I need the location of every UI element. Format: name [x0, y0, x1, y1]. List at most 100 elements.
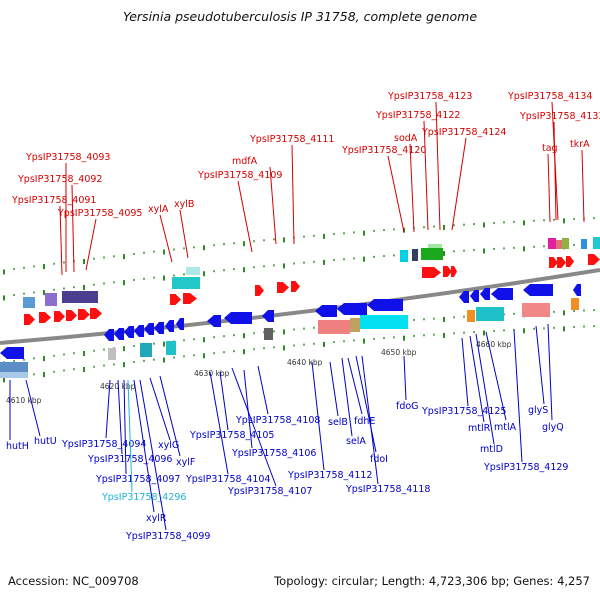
gene-block-forward[interactable]: [556, 240, 562, 249]
gene-label-reverse[interactable]: xylR: [146, 513, 167, 524]
gene-label-reverse[interactable]: fdoG: [396, 401, 419, 412]
gene-label-forward[interactable]: mdfA: [232, 156, 258, 167]
gene-label-forward[interactable]: sodA: [394, 133, 418, 144]
gene-label-forward[interactable]: YpsIP31758_4109: [197, 170, 282, 181]
gene-label-forward[interactable]: YpsIP31758_4093: [25, 152, 110, 163]
gene-block-forward[interactable]: [421, 248, 443, 260]
gene-label-forward[interactable]: tag: [542, 143, 558, 154]
gene-arrow-forward[interactable]: [277, 282, 289, 293]
gene-label-forward[interactable]: YpsIP31758_4095: [57, 208, 142, 219]
gene-arrow-reverse[interactable]: [0, 347, 24, 359]
gene-label-reverse[interactable]: glyQ: [542, 422, 564, 433]
gene-label-reverse[interactable]: YpsIP31758_4094: [61, 439, 146, 450]
gene-label-reverse[interactable]: selA: [346, 436, 366, 447]
gene-arrow-reverse[interactable]: [176, 318, 184, 330]
gene-label-forward[interactable]: YpsIP31758_4111: [249, 134, 334, 145]
gene-label-reverse[interactable]: YpsIP31758_4125: [421, 406, 506, 417]
gene-arrow-reverse[interactable]: [470, 290, 479, 302]
gene-label-reverse[interactable]: xylG: [158, 440, 179, 451]
gene-block-reverse[interactable]: [522, 303, 550, 317]
gene-block-reverse[interactable]: [0, 372, 28, 378]
gene-label-forward[interactable]: YpsIP31758_4120: [341, 145, 426, 156]
gene-block-reverse[interactable]: [318, 320, 350, 334]
gene-block-reverse[interactable]: [350, 318, 360, 332]
gene-block-forward[interactable]: [62, 291, 98, 303]
gene-label-reverse[interactable]: YpsIP31758_4099: [125, 531, 210, 542]
gene-block-forward[interactable]: [23, 297, 35, 308]
gene-label-reverse[interactable]: YpsIP31758_4112: [287, 470, 372, 481]
gene-arrow-forward[interactable]: [54, 311, 65, 322]
gene-arrow-reverse[interactable]: [124, 326, 134, 338]
gene-block-forward[interactable]: [562, 238, 569, 249]
gene-block-forward[interactable]: [400, 250, 408, 262]
gene-label-reverse[interactable]: hutU: [34, 436, 57, 447]
gene-label-reverse[interactable]: fdoI: [370, 454, 388, 465]
gene-block-reverse[interactable]: [140, 343, 152, 357]
gene-arrow-reverse[interactable]: [262, 310, 274, 322]
gene-block-forward[interactable]: [593, 237, 600, 249]
gene-label-reverse[interactable]: hutH: [6, 441, 29, 452]
gene-block-forward[interactable]: [548, 238, 556, 249]
gene-label-forward[interactable]: YpsIP31758_4133: [519, 111, 600, 122]
gene-arrow-forward[interactable]: [422, 267, 441, 278]
gene-label-reverse[interactable]: xylF: [176, 457, 195, 468]
gene-label-forward[interactable]: xylB: [174, 199, 194, 210]
gene-arrow-forward[interactable]: [549, 257, 558, 268]
gene-arrow-reverse[interactable]: [134, 325, 144, 337]
gene-block-forward[interactable]: [581, 239, 587, 249]
gene-label-reverse[interactable]: mtlR: [468, 423, 491, 434]
gene-arrow-forward[interactable]: [291, 281, 300, 292]
gene-block-forward[interactable]: [186, 267, 200, 275]
gene-arrow-forward[interactable]: [90, 308, 102, 319]
gene-arrow-reverse[interactable]: [459, 291, 469, 303]
gene-arrow-forward[interactable]: [39, 312, 51, 323]
gene-label-reverse[interactable]: YpsIP31758_4104: [185, 474, 270, 485]
gene-block-reverse[interactable]: [360, 315, 408, 329]
gene-arrow-forward[interactable]: [451, 266, 457, 277]
gene-label-reverse[interactable]: selB: [328, 417, 348, 428]
gene-block-reverse[interactable]: [264, 328, 273, 340]
gene-arrow-forward[interactable]: [170, 294, 181, 305]
gene-arrow-reverse[interactable]: [367, 299, 403, 311]
gene-arrow-reverse[interactable]: [315, 305, 337, 317]
gene-arrow-reverse[interactable]: [224, 312, 252, 324]
gene-arrow-forward[interactable]: [255, 285, 264, 296]
gene-label-reverse[interactable]: YpsIP31758_4107: [227, 486, 312, 497]
gene-label-reverse[interactable]: mtlA: [494, 422, 517, 433]
gene-block-reverse[interactable]: [108, 348, 116, 360]
gene-arrow-forward[interactable]: [566, 256, 574, 267]
gene-block-forward[interactable]: [45, 293, 57, 306]
gene-arrow-reverse[interactable]: [154, 322, 164, 334]
gene-label-reverse[interactable]: YpsIP31758_4108: [235, 415, 320, 426]
gene-label-reverse[interactable]: fdhE: [354, 416, 375, 427]
gene-arrow-forward[interactable]: [557, 257, 566, 268]
gene-label-reverse[interactable]: YpsIP31758_4129: [483, 462, 568, 473]
gene-arrow-reverse[interactable]: [573, 284, 581, 296]
gene-label-reverse[interactable]: YpsIP31758_4096: [87, 454, 172, 465]
gene-label-forward[interactable]: YpsIP31758_4134: [507, 91, 592, 102]
gene-arrow-reverse[interactable]: [207, 315, 221, 327]
gene-arrow-reverse[interactable]: [523, 284, 553, 296]
gene-arrow-reverse[interactable]: [104, 329, 114, 341]
gene-arrow-forward[interactable]: [443, 266, 452, 277]
gene-block-forward[interactable]: [428, 244, 442, 248]
gene-arrow-reverse[interactable]: [144, 323, 154, 335]
gene-label-forward[interactable]: YpsIP31758_4123: [387, 91, 472, 102]
gene-label-reverse[interactable]: YpsIP31758_4097: [95, 474, 180, 485]
gene-label-reverse[interactable]: YpsIP31758_4118: [345, 484, 430, 495]
gene-label-reverse[interactable]: mtlD: [480, 444, 503, 455]
gene-block-reverse[interactable]: [476, 307, 504, 321]
gene-block-reverse[interactable]: [467, 310, 475, 322]
gene-label-forward[interactable]: xylA: [148, 204, 169, 215]
gene-arrow-reverse[interactable]: [480, 288, 490, 300]
gene-label-reverse[interactable]: YpsIP31758_4105: [189, 430, 274, 441]
gene-label-reverse[interactable]: YpsIP31758_4106: [231, 448, 316, 459]
gene-label-forward[interactable]: YpsIP31758_4124: [421, 127, 506, 138]
gene-block-reverse[interactable]: [0, 362, 28, 374]
gene-arrow-forward[interactable]: [183, 293, 197, 304]
gene-block-reverse[interactable]: [166, 341, 176, 355]
gene-arrow-forward[interactable]: [588, 254, 600, 265]
gene-block-reverse[interactable]: [571, 298, 579, 310]
gene-arrow-reverse[interactable]: [491, 288, 513, 300]
